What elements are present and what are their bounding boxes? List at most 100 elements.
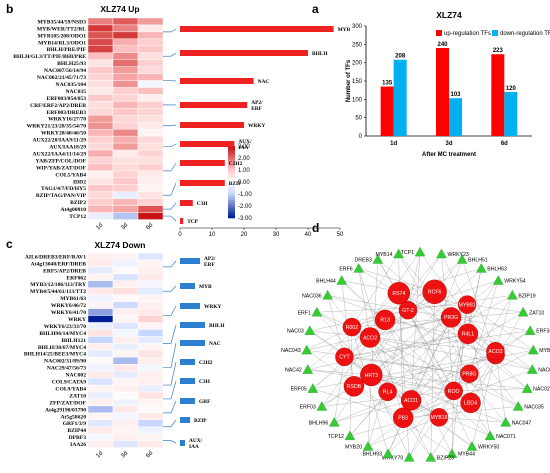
gene-label: At4g29190/03790 bbox=[45, 407, 86, 413]
hub-node-label: MYB81 bbox=[459, 302, 476, 308]
connector-line bbox=[163, 182, 177, 196]
color-scale-step bbox=[228, 166, 235, 169]
tf-node bbox=[302, 364, 314, 374]
network-edge bbox=[371, 374, 454, 392]
heatmap-cell bbox=[112, 205, 139, 213]
connector-line bbox=[163, 260, 177, 268]
heatmap-cell bbox=[112, 45, 139, 53]
heatmap-cell bbox=[112, 259, 139, 268]
heatmap-cell bbox=[87, 294, 114, 302]
family-label: NAC bbox=[258, 79, 270, 85]
color-scale-tick: -1.00 bbox=[238, 192, 252, 198]
gene-label: AIL6/DREB3/ERF/RAV1 bbox=[25, 254, 86, 260]
heatmap-cell bbox=[112, 149, 139, 158]
gene-label: TAG1/4/7/FD/HY5 bbox=[41, 186, 86, 192]
family-bar bbox=[180, 258, 200, 264]
heatmap-cell bbox=[112, 122, 139, 130]
panel-label-c: c bbox=[6, 237, 13, 251]
heatmap-column-label: 6d bbox=[145, 222, 154, 231]
heatmap-cell bbox=[137, 38, 164, 46]
family-bar bbox=[180, 50, 308, 56]
tf-node bbox=[336, 275, 347, 285]
hub-node bbox=[360, 363, 383, 387]
tf-node-label: MYB20 bbox=[345, 444, 362, 450]
heatmap-cell bbox=[137, 294, 164, 302]
tf-node bbox=[403, 452, 415, 462]
network-edge bbox=[371, 374, 528, 389]
bar bbox=[436, 48, 449, 136]
bar-value-label: 223 bbox=[493, 48, 504, 54]
network-edge bbox=[495, 295, 513, 352]
color-scale-step bbox=[228, 152, 235, 155]
color-scale-step bbox=[228, 170, 235, 173]
gene-label: COL9/YAB4 bbox=[55, 386, 86, 392]
hub-node bbox=[460, 364, 479, 383]
heatmap-cell bbox=[112, 66, 139, 74]
tf-node-label: WRKY70 bbox=[382, 455, 403, 461]
y-tick-label: 0 bbox=[359, 134, 363, 140]
family-label: TCP bbox=[187, 219, 198, 225]
color-scale-step bbox=[228, 160, 235, 163]
heatmap-cell bbox=[137, 163, 164, 172]
panel-c-heatmap: XLZ74 Down AIL6/DREB3/ERF/RAV1At4g13040/… bbox=[24, 240, 164, 459]
color-scale-step bbox=[228, 216, 235, 219]
heatmap-cell bbox=[112, 17, 139, 26]
family-label-part: IAA bbox=[189, 444, 199, 450]
gene-label: WRKY bbox=[68, 317, 86, 323]
tf-node-label: ERF05 bbox=[291, 387, 307, 393]
hub-node bbox=[422, 279, 447, 305]
heatmap-cell bbox=[87, 433, 114, 441]
heatmap-cell bbox=[87, 329, 114, 337]
gene-label: At4g13040/ERF/DREB bbox=[31, 261, 87, 267]
heatmap-cell bbox=[87, 252, 114, 261]
color-scale-tick: -2.00 bbox=[238, 204, 252, 210]
legend-label: down-regulation TFs bbox=[500, 31, 550, 37]
gene-label: WRKY16/27/70 bbox=[48, 117, 86, 123]
heatmap-down-title: XLZ74 Down bbox=[94, 240, 145, 250]
hub-node bbox=[335, 347, 354, 367]
tf-node bbox=[456, 254, 468, 264]
heatmap-cell bbox=[112, 315, 139, 323]
family-label: NAC bbox=[209, 341, 221, 347]
hub-node-label: PR3G bbox=[444, 315, 458, 321]
heatmap-column-label: 1d bbox=[95, 222, 104, 231]
gene-label: WRKY21/23/28/35/54/70 bbox=[27, 124, 87, 130]
heatmap-cell bbox=[112, 336, 139, 344]
tf-node-label: WRKY50 bbox=[478, 444, 499, 450]
heatmap-cell bbox=[112, 280, 139, 288]
network-edge bbox=[384, 253, 442, 321]
network-edge bbox=[344, 333, 468, 358]
heatmap-cell bbox=[87, 287, 114, 295]
heatmap-cell bbox=[112, 108, 139, 116]
network-edge bbox=[438, 417, 506, 423]
gene-label: NAC002 bbox=[65, 373, 86, 379]
heatmap-cell bbox=[137, 384, 164, 393]
x-tick-label: 30 bbox=[273, 232, 280, 238]
hub-node-label: PR8G bbox=[462, 372, 476, 378]
heatmap-cell bbox=[87, 398, 114, 407]
tf-node bbox=[304, 325, 316, 335]
y-tick-label: 100 bbox=[352, 97, 363, 103]
heatmap-cell bbox=[112, 24, 139, 33]
hub-node-label: GT-2 bbox=[402, 308, 414, 314]
y-axis-label: Number of TFs bbox=[346, 59, 352, 102]
family-label-part: AP2/ bbox=[204, 256, 216, 262]
bar-value-label: 240 bbox=[437, 42, 448, 48]
heatmap-cell bbox=[137, 322, 164, 330]
gene-label: BZIP/TAG/PAN/VIP bbox=[36, 193, 87, 199]
family-bar bbox=[180, 160, 225, 166]
legend-swatch bbox=[492, 30, 498, 36]
hub-node-label: ACO1 bbox=[404, 398, 418, 404]
heatmap-cell bbox=[87, 184, 114, 192]
network-edge bbox=[410, 317, 452, 401]
x-axis-label: After MC treatment bbox=[422, 152, 476, 158]
network-edge bbox=[370, 317, 452, 338]
color-scale-step bbox=[228, 208, 235, 211]
heatmap-cell bbox=[112, 357, 139, 365]
hub-node bbox=[440, 307, 462, 328]
tf-node-label: NAC071 bbox=[496, 434, 516, 440]
network-edge bbox=[349, 391, 388, 436]
tf-node-label: ERF34 bbox=[536, 329, 550, 335]
heatmap-cell bbox=[137, 94, 164, 102]
gene-label: GRF1/3/9 bbox=[63, 421, 87, 427]
